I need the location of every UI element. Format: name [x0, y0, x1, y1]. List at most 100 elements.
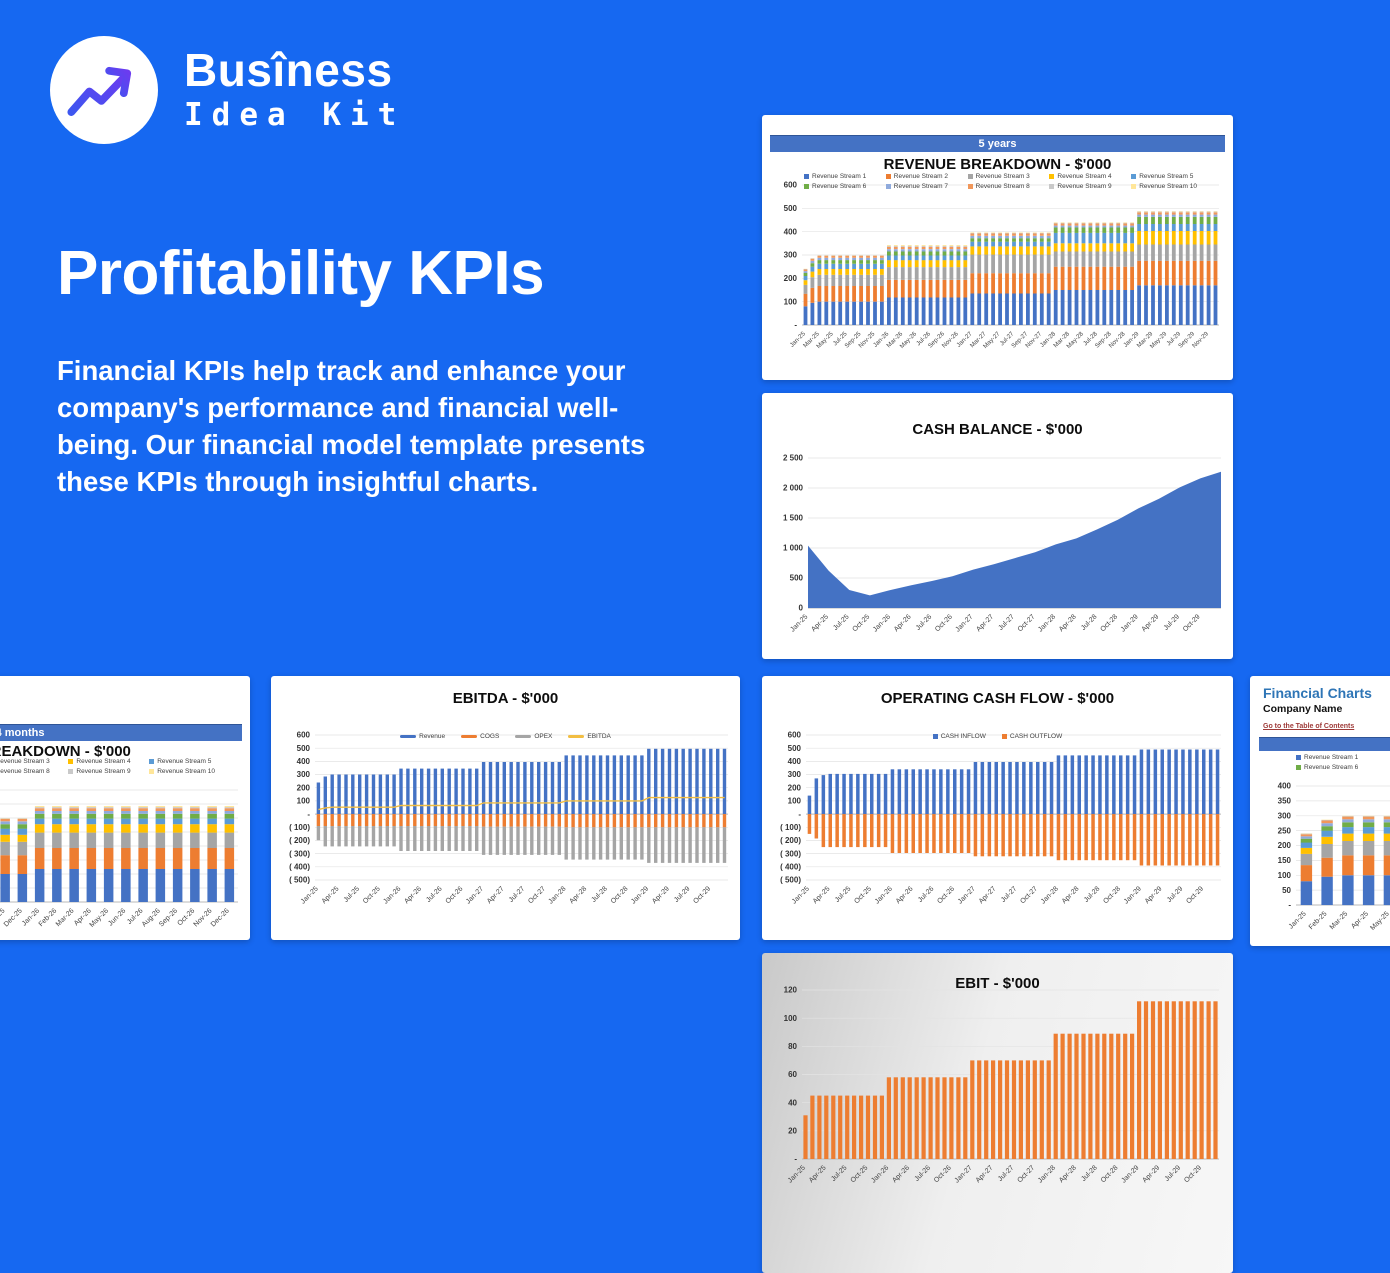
legend-swatch	[400, 735, 416, 738]
brand-wordmark: Busîness Idea Kit	[184, 47, 405, 133]
svg-text:-: -	[798, 810, 801, 819]
legend-label: OPEX	[534, 733, 552, 740]
legend-swatch	[933, 734, 938, 739]
period-banner: 5 years	[770, 135, 1225, 152]
legend-item: CASH INFLOW	[933, 733, 986, 740]
svg-text:Jan-26: Jan-26	[382, 885, 402, 905]
svg-text:Jul-25: Jul-25	[832, 613, 851, 632]
svg-text:Apr-26: Apr-26	[891, 1164, 911, 1184]
legend-label: EBITDA	[587, 733, 610, 740]
svg-text:Apr-29: Apr-29	[651, 885, 671, 905]
svg-text:2 000: 2 000	[783, 484, 804, 493]
svg-text:1 500: 1 500	[783, 514, 804, 523]
svg-text:300: 300	[1278, 812, 1292, 821]
legend-swatch	[804, 184, 809, 189]
svg-text:Jul-25: Jul-25	[343, 885, 362, 904]
legend-label: Revenue Stream 6	[1304, 764, 1358, 771]
svg-text:( 300): ( 300)	[780, 849, 801, 858]
svg-text:Jul-27: Jul-27	[997, 1164, 1016, 1183]
page-title: Profitability KPIs	[57, 238, 544, 309]
page-description: Financial KPIs help track and enhance yo…	[57, 352, 667, 500]
svg-text:Oct-29: Oct-29	[1183, 1164, 1203, 1184]
legend-label: CASH OUTFLOW	[1010, 733, 1062, 740]
svg-text:Apr-27: Apr-27	[975, 1164, 995, 1184]
legend-item: Revenue Stream 6	[804, 183, 886, 190]
svg-text:Oct-27: Oct-27	[1019, 885, 1039, 905]
svg-text:Jul-27: Jul-27	[997, 613, 1016, 632]
svg-text:Apr-26: Apr-26	[893, 613, 913, 633]
svg-text:Jan-28: Jan-28	[548, 885, 568, 905]
svg-text:400: 400	[788, 757, 802, 766]
svg-text:Jan-27: Jan-27	[465, 885, 485, 905]
svg-text:60: 60	[788, 1070, 797, 1079]
legend-label: Revenue Stream 2	[894, 173, 948, 180]
legend-item: Revenue Stream 8	[0, 768, 68, 775]
svg-text:100: 100	[297, 797, 311, 806]
svg-text:May-25: May-25	[1369, 910, 1390, 932]
svg-text:Dec-26: Dec-26	[210, 907, 231, 928]
legend-item: Revenue Stream 1	[804, 173, 886, 180]
svg-text:Jan-28: Jan-28	[1037, 1164, 1057, 1184]
svg-text:Apr-25: Apr-25	[810, 613, 830, 633]
legend-swatch	[1296, 755, 1301, 760]
svg-text:0: 0	[799, 604, 804, 613]
svg-text:Jul-28: Jul-28	[1080, 613, 1099, 632]
legend-swatch	[68, 759, 73, 764]
svg-text:Oct-27: Oct-27	[1017, 613, 1037, 633]
svg-text:Jul-26: Jul-26	[915, 613, 934, 632]
svg-text:200: 200	[1278, 841, 1292, 850]
card-ebitda: EBITDA - $'000 ( 500)( 400)( 300)( 200)(…	[271, 676, 740, 940]
chart-title: CASH BALANCE - $'000	[762, 393, 1233, 438]
svg-text:Apr-28: Apr-28	[569, 885, 589, 905]
legend-label: Revenue Stream 9	[76, 768, 130, 775]
legend-swatch	[515, 735, 531, 738]
legend-swatch	[1131, 184, 1136, 189]
chart-legend: Revenue Stream 1 Revenue Stream 2 Revenue …	[804, 173, 1213, 190]
table-of-contents-link[interactable]: Go to the Table of Contents	[1263, 723, 1354, 730]
svg-text:20: 20	[788, 1127, 797, 1136]
svg-text:Jan-25: Jan-25	[300, 885, 320, 905]
chart-title: REVENUE BREAKDOWN - $'000	[762, 156, 1233, 173]
page: { "background_color": "#1668F1", "accent…	[0, 0, 1390, 1043]
legend-swatch	[1296, 765, 1301, 770]
svg-text:Jul-28: Jul-28	[1080, 1164, 1099, 1183]
svg-text:300: 300	[297, 770, 311, 779]
legend-label: Revenue Stream 8	[0, 768, 50, 775]
legend-item: Revenue	[400, 733, 445, 740]
legend-item: Revenue Stream 9	[68, 768, 149, 775]
svg-text:Nov-29: Nov-29	[1191, 330, 1210, 349]
svg-text:-: -	[1288, 901, 1291, 910]
svg-text:Apr-28: Apr-28	[1058, 1164, 1078, 1184]
svg-text:May-26: May-26	[89, 907, 111, 929]
svg-text:Jul-29: Jul-29	[1163, 613, 1182, 632]
svg-text:100: 100	[784, 1014, 798, 1023]
legend-item: Revenue Stream 1	[1296, 754, 1390, 761]
legend-label: Revenue Stream 3	[976, 173, 1030, 180]
svg-text:500: 500	[790, 574, 804, 583]
svg-text:80: 80	[788, 1042, 797, 1051]
legend-item: Revenue Stream 4	[68, 758, 149, 765]
svg-text:Feb-25: Feb-25	[1308, 910, 1329, 931]
svg-text:500: 500	[297, 744, 311, 753]
legend-label: Revenue Stream 5	[157, 758, 211, 765]
svg-text:-: -	[307, 810, 310, 819]
svg-text:Oct-29: Oct-29	[692, 885, 712, 905]
svg-text:Jan-29: Jan-29	[1120, 613, 1140, 633]
legend-item: Revenue Stream 7	[886, 183, 968, 190]
legend-swatch	[1131, 174, 1136, 179]
svg-text:Dec-25: Dec-25	[3, 907, 24, 928]
svg-text:Jan-27: Jan-27	[955, 613, 975, 633]
legend-label: Revenue Stream 10	[157, 768, 215, 775]
svg-text:Jan-25: Jan-25	[1288, 910, 1308, 930]
svg-text:Oct-27: Oct-27	[1016, 1164, 1036, 1184]
legend-label: Revenue Stream 8	[976, 183, 1030, 190]
svg-text:Oct-26: Oct-26	[933, 1164, 953, 1184]
legend-item: Revenue Stream 3	[0, 758, 68, 765]
svg-text:Oct-28: Oct-28	[1100, 1164, 1120, 1184]
